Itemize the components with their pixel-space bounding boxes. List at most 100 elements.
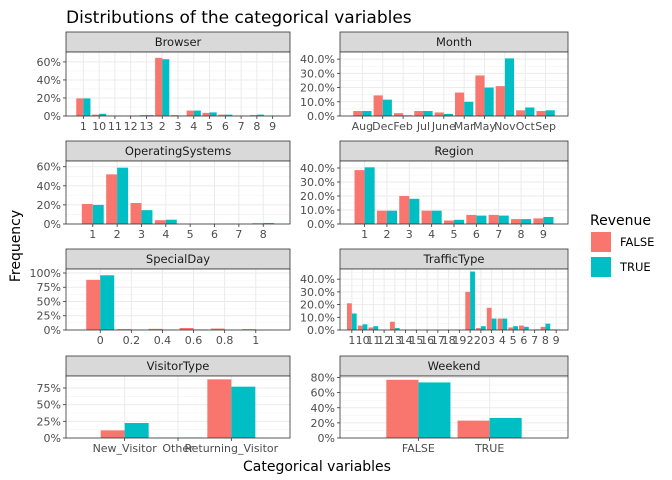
strip-label-weekend: Weekend [428, 359, 481, 373]
bar-visitortype-returning-visitor-true [231, 386, 256, 438]
y-tick-label: 0.0% [307, 324, 335, 337]
bar-month-nov-false [495, 86, 505, 116]
y-tick-label: 40.0% [300, 273, 335, 286]
x-tick-label: 5 [206, 120, 213, 133]
bar-traffictype-13-true [394, 328, 400, 330]
x-tick-label: Feb [393, 120, 412, 133]
x-tick-label: 0.2 [123, 334, 141, 347]
x-tick-label: 2 [383, 228, 390, 241]
bar-browser-4-false [186, 110, 194, 116]
x-tick-label: 10 [356, 334, 370, 347]
panel-traffictype: TrafficType 0.0%10.0%20.0%30.0%40.0% 1 1011… [300, 248, 569, 347]
x-tick-label: 8 [253, 120, 260, 133]
y-tick-label: 40.0% [300, 53, 335, 66]
x-tick-label: 5 [451, 228, 458, 241]
bar-operatingsystems-4-true [165, 219, 177, 224]
bar-operatingsystems-1-false [81, 203, 93, 224]
bar-traffictype-5-true [513, 326, 518, 330]
x-tick-label: 18 [442, 334, 456, 347]
y-tick-label: 50% [37, 399, 61, 412]
bar-region-4-false [421, 210, 432, 224]
x-tick-label: 4 [499, 334, 506, 347]
bar-month-mar-true [464, 101, 474, 116]
x-tick-label: 2 [159, 120, 166, 133]
y-tick-label: 60% [37, 56, 61, 69]
bar-specialday-1-false [241, 329, 256, 330]
bar-traffictype-3-false [486, 307, 492, 330]
bar-region-6-true [476, 215, 487, 224]
x-tick-label: 1 [361, 228, 368, 241]
bar-month-dec-true [382, 99, 392, 116]
x-tick-label: Jul [416, 120, 430, 133]
x-tick-label: 9 [553, 334, 560, 347]
bar-month-oct-true [525, 107, 535, 116]
bar-region-3-false [399, 196, 410, 224]
bar-region-9-false [533, 218, 544, 224]
panel-border-specialday [65, 268, 291, 331]
bar-region-2-false [376, 210, 387, 224]
bar-region-1-false [354, 170, 365, 224]
y-tick-label: 10.0% [300, 96, 335, 109]
panel-operatingsystems: OperatingSystems 0% 20% 40% 60% 1 2 3 4 5 6 7 8 [37, 140, 291, 241]
bar-traffictype-1-false [346, 303, 352, 330]
y-tick-label: 20% [37, 199, 61, 212]
bar-specialday-0-2-false [117, 329, 132, 330]
bar-operatingsystems-2-false [106, 174, 118, 224]
x-tick-label: 20 [474, 334, 488, 347]
y-tick-label: 0% [318, 432, 335, 445]
bar-specialday-0-6-false [179, 328, 194, 330]
bar-region-2-true [386, 210, 397, 224]
bar-traffictype-8-false [540, 326, 546, 330]
plot-area-weekend [340, 376, 568, 438]
bar-browser-6-true [225, 114, 233, 116]
bar-traffictype-2-false [465, 291, 471, 330]
bar-browser-1-false [76, 98, 84, 116]
bar-month-feb-false [393, 113, 404, 116]
y-tick-label: 80% [311, 372, 335, 385]
panel-border-traffictype [339, 268, 569, 331]
bar-visitortype-new-visitor-false [100, 430, 125, 438]
x-tick-label: 3 [406, 228, 413, 241]
bar-region-4-true [431, 210, 442, 224]
x-tick-label: 4 [190, 120, 197, 133]
y-tick-label: 0% [44, 218, 61, 231]
y-tick-label: 40% [37, 74, 61, 87]
x-tick-label: Mar [454, 120, 475, 133]
y-axis-title: Frequency [8, 210, 24, 282]
bar-month-aug-false [353, 111, 363, 116]
bar-region-8-false [511, 219, 522, 224]
x-tick-label: FALSE [402, 442, 435, 455]
bar-specialday-0-true [100, 275, 115, 330]
bar-specialday-0-false [86, 279, 101, 330]
panel-weekend: Weekend 0% 20% 40% 60% 80% FALSE TRUE [311, 355, 569, 455]
bar-traffictype-11-false [368, 327, 374, 330]
y-tick-label: 60% [311, 387, 335, 400]
y-tick-label: 75% [37, 281, 61, 294]
bar-visitortype-returning-visitor-false [207, 379, 232, 438]
strip-label-browser: Browser [155, 35, 202, 49]
legend-key-false [591, 232, 611, 252]
bar-visitortype-new-visitor-true [124, 423, 149, 438]
panel-border-operatingsystems [65, 160, 291, 225]
x-tick-label: 0.6 [185, 334, 203, 347]
bar-region-6-false [466, 214, 477, 224]
bar-browser-10-false [92, 114, 100, 116]
bar-month-oct-false [516, 110, 526, 116]
legend-label-true: TRUE [619, 260, 651, 274]
y-tick-label: 60% [37, 161, 61, 174]
panel-browser: Browser 0% 20% 40% 60% 1 10 11 12 13 2 3 4 5 6 7 8 9 [37, 31, 291, 133]
bar-browser-1-true [83, 98, 91, 116]
x-tick-label: 1 [80, 120, 87, 133]
x-tick-label: Aug [352, 120, 373, 133]
x-tick-label: 2 [467, 334, 474, 347]
bar-month-june-true [443, 113, 453, 116]
bar-region-7-true [498, 215, 509, 224]
x-tick-label: 0 [97, 334, 104, 347]
x-tick-label: 6 [520, 334, 527, 347]
bar-traffictype-11-true [373, 326, 379, 330]
x-tick-label: 3 [175, 120, 182, 133]
y-tick-label: 0% [44, 324, 61, 337]
x-tick-label: 13 [139, 120, 153, 133]
x-tick-label: TRUE [474, 442, 504, 455]
